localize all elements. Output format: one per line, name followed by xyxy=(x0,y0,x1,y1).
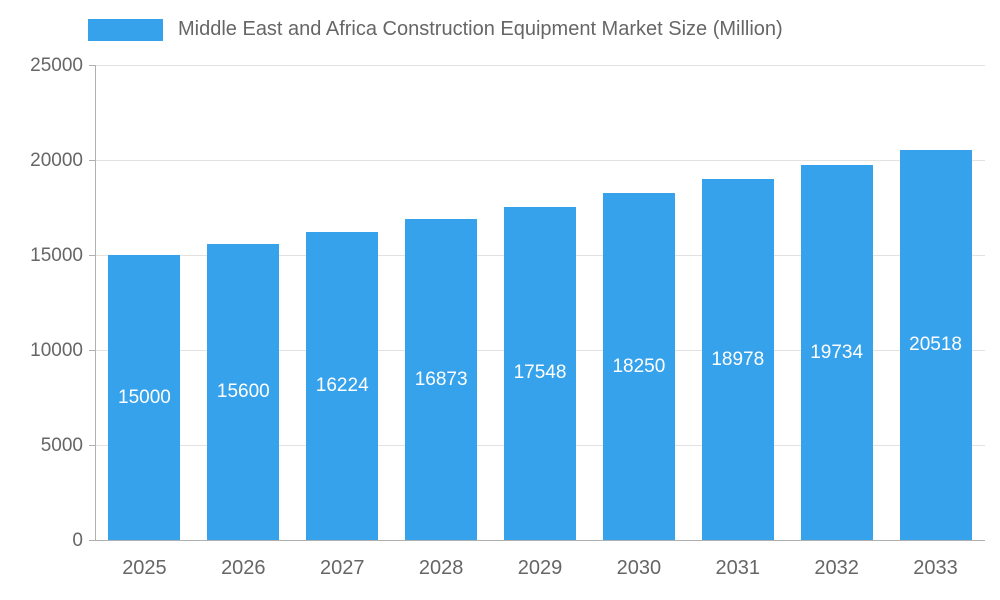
y-tick-mark xyxy=(89,159,95,161)
bar[interactable] xyxy=(504,206,576,540)
y-tick-label: 10000 xyxy=(30,340,83,361)
x-tick-label: 2033 xyxy=(913,557,958,579)
y-tick-label: 20000 xyxy=(30,150,83,171)
x-tick-label: 2029 xyxy=(517,557,563,579)
bar[interactable] xyxy=(306,231,379,540)
chart-title: Middle East and Africa Construction Equi… xyxy=(178,18,783,40)
y-tick-mark xyxy=(89,349,95,351)
x-tick-label: 2025 xyxy=(122,557,167,579)
bar[interactable] xyxy=(800,165,873,540)
bar[interactable] xyxy=(701,179,774,540)
y-tick-label: 15000 xyxy=(30,245,83,266)
x-tick-label: 2026 xyxy=(221,557,266,579)
y-tick-label: 5000 xyxy=(40,435,83,456)
y-tick-label: 0 xyxy=(72,530,83,551)
x-tick-label: 2027 xyxy=(319,557,365,579)
y-axis-line xyxy=(94,65,96,540)
y-tick-mark xyxy=(89,539,95,541)
bar[interactable] xyxy=(602,193,675,540)
bar[interactable] xyxy=(405,219,478,540)
x-tick-label: 2028 xyxy=(418,557,464,579)
bar[interactable] xyxy=(899,150,972,540)
y-tick-label: 25000 xyxy=(30,55,83,76)
y-tick-mark xyxy=(89,254,95,256)
bar[interactable] xyxy=(207,243,280,540)
bar[interactable] xyxy=(108,255,181,540)
legend-swatch xyxy=(88,18,163,41)
y-gridline xyxy=(95,159,985,161)
y-gridline xyxy=(95,64,985,66)
x-tick-label: 2032 xyxy=(814,557,859,579)
y-tick-mark xyxy=(89,64,95,66)
x-tick-label: 2031 xyxy=(715,557,761,579)
chart-legend[interactable]: Middle East and Africa Construction Equi… xyxy=(88,18,783,41)
y-tick-mark xyxy=(89,444,95,446)
x-tick-label: 2030 xyxy=(616,557,662,579)
x-axis-line xyxy=(95,539,985,541)
